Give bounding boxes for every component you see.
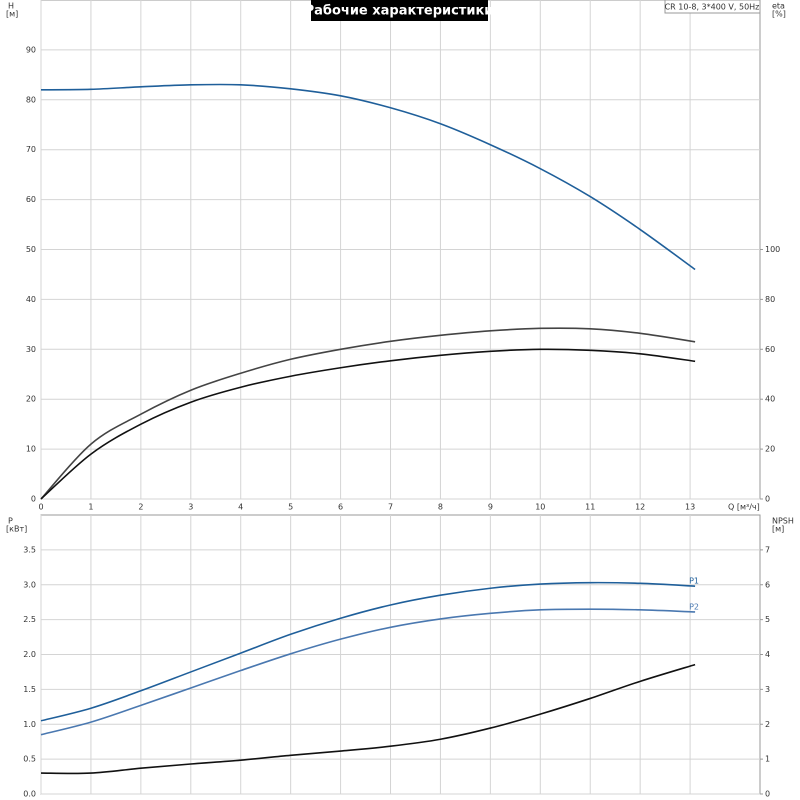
x-tick-label: 8 — [438, 503, 443, 512]
y-axis-unit: [м] — [6, 10, 18, 19]
y2-tick-label: 3 — [765, 685, 770, 694]
y2-tick-label: 0 — [765, 790, 770, 799]
x-tick-label: 1 — [88, 503, 93, 512]
y2-axis-label: NPSH — [772, 517, 794, 526]
y-tick-label: 0.0 — [23, 790, 36, 799]
y2-tick-label: 5 — [765, 615, 770, 624]
y-tick-label: 3.0 — [23, 580, 36, 589]
y-tick-label: 3.5 — [23, 545, 36, 554]
y2-tick-label: 0 — [765, 495, 770, 504]
x-axis-label: Q [м³/ч] — [728, 503, 760, 512]
y-tick-label: 2.0 — [23, 650, 36, 659]
y-axis-label: P — [8, 517, 13, 526]
curve — [40, 83, 696, 271]
y-tick-label: 30 — [26, 345, 36, 354]
x-tick-label: 7 — [388, 503, 393, 512]
y-tick-label: 50 — [26, 245, 36, 254]
y2-tick-label: 20 — [765, 445, 775, 454]
x-tick-label: 9 — [488, 503, 493, 512]
curve — [40, 663, 696, 775]
x-tick-label: 4 — [238, 503, 243, 512]
y2-axis-label: eta — [772, 2, 785, 11]
y-axis-unit: [кВт] — [6, 525, 27, 534]
curve — [40, 348, 696, 500]
y2-tick-label: 60 — [765, 345, 775, 354]
y2-tick-label: 80 — [765, 295, 775, 304]
curve — [40, 608, 696, 736]
x-tick-label: 13 — [685, 503, 695, 512]
y2-axis-unit: [м] — [772, 525, 784, 534]
y-tick-label: 1.5 — [23, 685, 36, 694]
x-tick-label: 2 — [138, 503, 143, 512]
annotation: CR 10-8, 3*400 V, 50Hz — [665, 3, 760, 12]
title-box — [311, 0, 488, 21]
y-tick-label: 0 — [31, 495, 36, 504]
curve — [40, 581, 696, 722]
y-tick-label: 90 — [26, 45, 36, 54]
curve — [40, 327, 696, 500]
y2-tick-label: 40 — [765, 395, 775, 404]
y-axis-label: H — [8, 2, 14, 11]
y2-tick-label: 1 — [765, 755, 770, 764]
y-tick-label: 20 — [26, 395, 36, 404]
y-tick-label: 2.5 — [23, 615, 36, 624]
annotation-box — [664, 0, 761, 14]
x-tick-label: 10 — [535, 503, 545, 512]
x-tick-label: 11 — [585, 503, 595, 512]
y2-axis-unit: [%] — [772, 10, 786, 19]
y-tick-label: 70 — [26, 145, 36, 154]
y2-tick-label: 6 — [765, 580, 770, 589]
y2-tick-label: 2 — [765, 720, 770, 729]
series-label: P1 — [689, 577, 699, 586]
y-tick-label: 10 — [26, 445, 36, 454]
x-tick-label: 12 — [635, 503, 645, 512]
y-tick-label: 40 — [26, 295, 36, 304]
series-label: P2 — [689, 602, 699, 611]
y2-tick-label: 4 — [765, 650, 770, 659]
x-tick-label: 0 — [38, 503, 43, 512]
y2-tick-label: 7 — [765, 545, 770, 554]
y-tick-label: 1.0 — [23, 720, 36, 729]
y2-tick-label: 100 — [765, 245, 780, 254]
y-tick-label: 0.5 — [23, 755, 36, 764]
x-tick-label: 6 — [338, 503, 343, 512]
y-tick-label: 80 — [26, 95, 36, 104]
x-tick-label: 3 — [188, 503, 193, 512]
chart-title: Рабочие характеристики — [305, 4, 494, 19]
x-tick-label: 5 — [288, 503, 293, 512]
y-tick-label: 60 — [26, 195, 36, 204]
